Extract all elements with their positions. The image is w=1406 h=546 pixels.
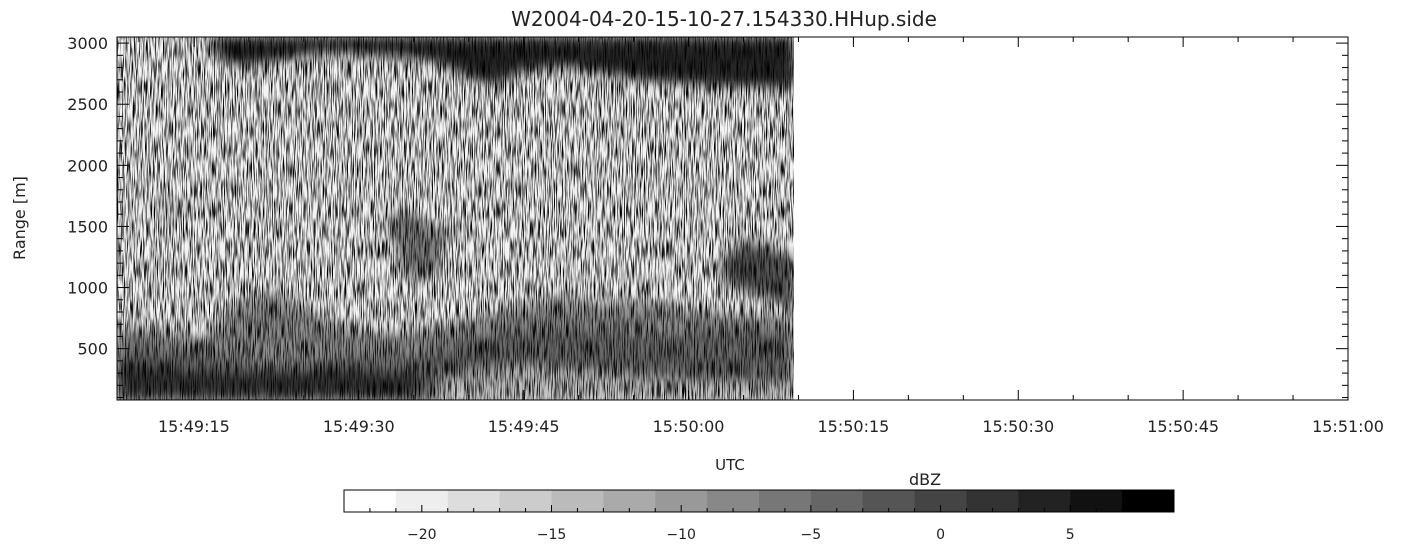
colorbar-segment — [344, 490, 397, 512]
colorbar-segment — [395, 490, 449, 512]
colorbar-tick-label: −5 — [801, 527, 822, 543]
colorbar-segment — [707, 490, 760, 512]
colorbar: −20 −15 −10 −5 0 5 — [343, 489, 1175, 543]
colorbar-segment — [1122, 490, 1175, 512]
colorbar-segment — [655, 490, 708, 512]
colorbar-segment — [1018, 490, 1071, 512]
heatmap-image — [117, 37, 794, 400]
y-axis-title: Range [m] — [10, 176, 29, 260]
colorbar-segment — [603, 490, 656, 512]
x-tick-label: 15:50:45 — [1147, 417, 1219, 436]
plot-frame — [116, 36, 1349, 401]
colorbar-segment — [447, 490, 501, 512]
x-axis-title: UTC — [715, 456, 745, 474]
y-tick-label: 3000 — [67, 34, 108, 53]
y-tick-label: 2500 — [67, 95, 108, 114]
y-tick-label: 500 — [77, 340, 108, 359]
colorbar-tick-label: −15 — [537, 527, 567, 543]
colorbar-segment — [551, 490, 604, 512]
colorbar-segment — [759, 490, 812, 512]
x-tick-label: 15:49:45 — [488, 417, 560, 436]
colorbar-segment — [966, 490, 1019, 512]
x-tick-label: 15:50:15 — [817, 417, 889, 436]
x-tick-label: 15:50:00 — [653, 417, 725, 436]
colorbar-tick-label: −10 — [666, 527, 696, 543]
x-tick-label: 15:49:15 — [158, 417, 230, 436]
colorbar-tick-label: 5 — [1066, 527, 1075, 543]
y-axis: 500 1000 1500 2000 2500 3000 — [67, 34, 1348, 399]
colorbar-tick-label: −20 — [407, 527, 437, 543]
colorbar-segment — [1070, 490, 1123, 512]
colorbar-segment — [810, 490, 864, 512]
y-tick-label: 1500 — [67, 217, 108, 236]
y-tick-label: 2000 — [67, 156, 108, 175]
chart-title: W2004-04-20-15-10-27.154330.HHup.side — [511, 7, 937, 31]
colorbar-tick-label: 0 — [936, 527, 945, 543]
y-tick-label: 1000 — [67, 279, 108, 298]
colorbar-segment — [914, 490, 967, 512]
colorbar-segment — [499, 490, 552, 512]
colorbar-segment — [862, 490, 916, 512]
x-tick-label: 15:50:30 — [982, 417, 1054, 436]
x-tick-label: 15:51:00 — [1312, 417, 1384, 436]
x-tick-label: 15:49:30 — [323, 417, 395, 436]
colorbar-label: dBZ — [909, 470, 941, 489]
x-axis: 15:49:15 15:49:30 15:49:45 15:50:00 15:50:15… — [138, 37, 1384, 436]
